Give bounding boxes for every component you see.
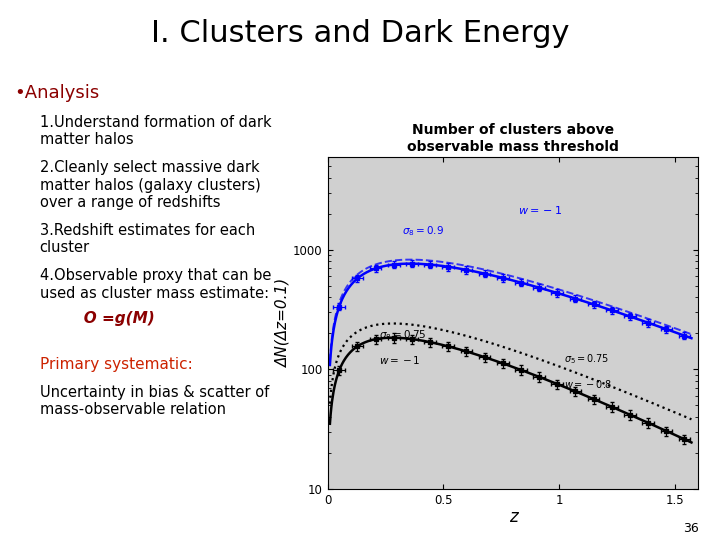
Text: $w = -1$: $w = -1$ xyxy=(518,204,562,215)
Text: 1.Understand formation of dark
matter halos: 1.Understand formation of dark matter ha… xyxy=(40,115,271,147)
Text: $w = -0.8$: $w = -0.8$ xyxy=(564,377,613,390)
X-axis label: z: z xyxy=(508,508,518,526)
Y-axis label: ΔN(Δz=0.1): ΔN(Δz=0.1) xyxy=(275,278,290,367)
Text: $\sigma_8 = 0.9$: $\sigma_8 = 0.9$ xyxy=(402,224,444,238)
Text: •Analysis: •Analysis xyxy=(14,84,99,102)
Text: $\sigma_8 = 0.75$: $\sigma_8 = 0.75$ xyxy=(379,329,426,342)
Text: 2.Cleanly select massive dark
matter halos (galaxy clusters)
over a range of red: 2.Cleanly select massive dark matter hal… xyxy=(40,160,261,210)
Text: $w = -1$: $w = -1$ xyxy=(379,354,420,366)
Text: O =g(M): O =g(M) xyxy=(68,311,155,326)
Text: 4.Observable proxy that can be
used as cluster mass estimate:: 4.Observable proxy that can be used as c… xyxy=(40,268,271,301)
Text: Number of clusters above
observable mass threshold: Number of clusters above observable mass… xyxy=(407,123,619,154)
Text: Primary systematic:: Primary systematic: xyxy=(40,357,192,372)
Text: Uncertainty in bias & scatter of
mass-observable relation: Uncertainty in bias & scatter of mass-ob… xyxy=(40,385,269,417)
Text: I. Clusters and Dark Energy: I. Clusters and Dark Energy xyxy=(150,19,570,48)
Text: $\sigma_5 = 0.75$: $\sigma_5 = 0.75$ xyxy=(564,352,609,366)
Text: 3.Redshift estimates for each
cluster: 3.Redshift estimates for each cluster xyxy=(40,223,255,255)
Text: 36: 36 xyxy=(683,522,698,535)
